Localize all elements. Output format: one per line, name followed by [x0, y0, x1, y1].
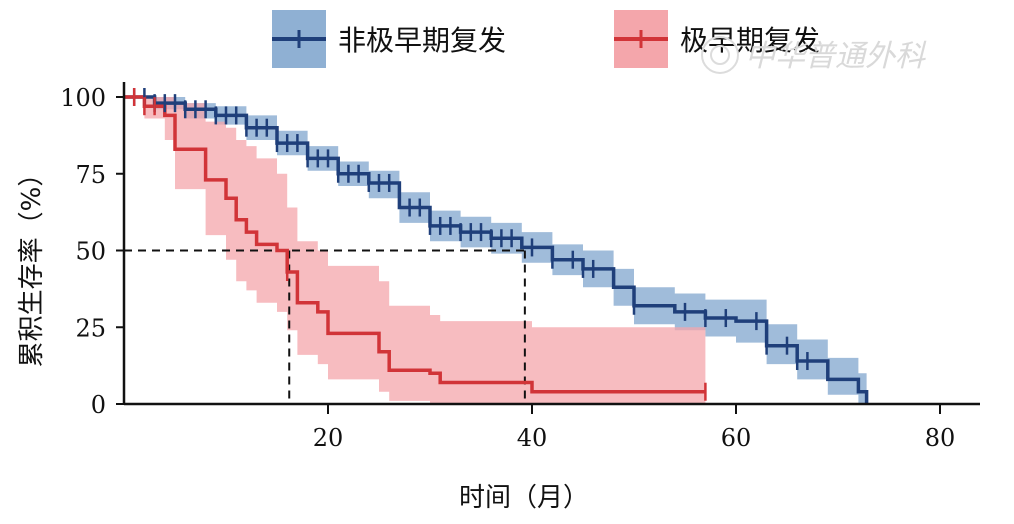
legend: 非极早期复发 极早期复发 — [272, 10, 820, 68]
ci-band-series-1 — [124, 97, 706, 404]
x-tick-label-3: 80 — [925, 424, 956, 452]
y-tick-label-0: 0 — [91, 391, 106, 419]
x-tick-label-0: 20 — [313, 424, 344, 452]
watermark: 中华普通外科 — [701, 36, 927, 74]
legend-label-series-0: 非极早期复发 — [338, 24, 506, 57]
legend-label-series-1: 极早期复发 — [680, 24, 820, 57]
reference-lines — [124, 249, 526, 404]
y-tick-label-2: 50 — [75, 238, 106, 266]
watermark-seal-inner-icon — [710, 45, 730, 65]
watermark-text: 中华普通外科 — [745, 39, 927, 74]
watermark-seal-icon — [701, 36, 739, 74]
x-tick-label-1: 40 — [517, 424, 548, 452]
x-tick-label-2: 60 — [721, 424, 752, 452]
y-tick-label-1: 25 — [75, 314, 106, 342]
axis-ticks: 20 40 60 80 0 25 50 75 100 — [60, 84, 955, 452]
survival-curve-series-1 — [124, 95, 706, 394]
y-axis-label: 累积生存率（%） — [17, 161, 47, 368]
y-tick-label-4: 100 — [60, 84, 106, 112]
x-axis-label: 时间（月） — [459, 483, 589, 513]
y-tick-label-3: 75 — [75, 161, 106, 189]
censor-marks — [132, 88, 809, 401]
